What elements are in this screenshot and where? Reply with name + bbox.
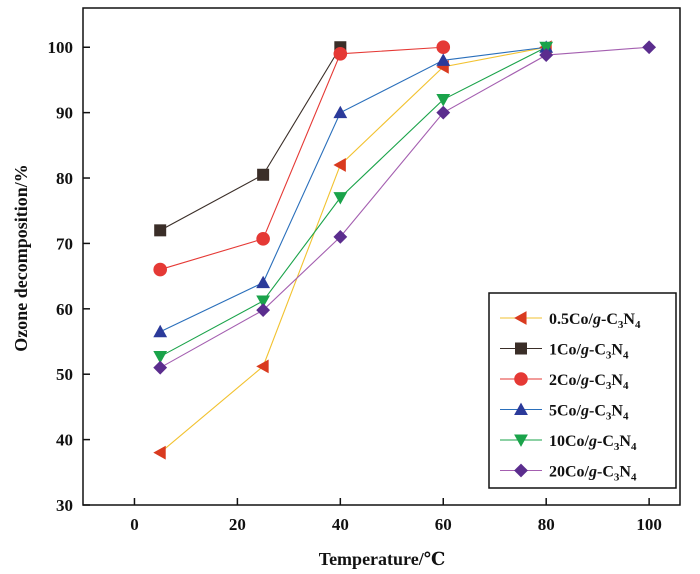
y-tick-label: 90 — [56, 104, 73, 123]
data-point — [154, 224, 167, 237]
y-tick-label: 40 — [56, 431, 73, 450]
legend-marker — [514, 402, 528, 416]
legend-label: 0.5Co/g-C3N4 — [549, 311, 641, 331]
legend-marker — [514, 311, 527, 325]
series-line — [159, 46, 547, 333]
data-point — [153, 360, 168, 375]
data-point — [256, 275, 271, 289]
y-tick-label: 100 — [48, 38, 74, 57]
data-point — [436, 53, 451, 66]
data-point — [436, 94, 451, 107]
y-tick-label: 30 — [56, 496, 73, 515]
data-point — [256, 303, 271, 318]
data-point — [153, 445, 166, 460]
x-tick-label: 0 — [130, 515, 139, 534]
series-line — [160, 46, 444, 271]
series-line — [159, 46, 650, 369]
series-layer — [153, 40, 657, 460]
legend-entry: 1Co/g-C3N4 — [500, 342, 629, 362]
x-axis: 0 20 40 60 80 100 — [130, 498, 662, 534]
series-6-markers — [153, 40, 657, 375]
y-tick-label: 50 — [56, 365, 73, 384]
y-tick-label: 60 — [56, 300, 73, 319]
legend-entry: 10Co/g-C3N4 — [500, 433, 637, 453]
legend-entry: 0.5Co/g-C3N4 — [500, 311, 641, 331]
series-6 — [159, 46, 650, 369]
series-line — [159, 46, 341, 231]
series-2 — [159, 46, 341, 231]
x-tick-label: 40 — [332, 515, 349, 534]
x-tick-label: 80 — [538, 515, 555, 534]
data-point — [256, 232, 270, 246]
x-tick-label: 20 — [229, 515, 246, 534]
legend-label: 5Co/g-C3N4 — [549, 403, 629, 423]
legend-entry: 20Co/g-C3N4 — [500, 464, 637, 484]
data-point — [256, 359, 269, 374]
series-4 — [159, 46, 547, 333]
plot-frame — [82, 7, 681, 506]
series-3-markers — [153, 40, 451, 277]
legend-label: 1Co/g-C3N4 — [549, 342, 629, 362]
data-point — [333, 158, 346, 172]
series-3 — [160, 46, 444, 271]
legend-marker — [515, 342, 527, 355]
data-point — [153, 351, 168, 364]
data-point — [153, 324, 168, 338]
legend-marker — [514, 434, 528, 447]
legend-label: 2Co/g-C3N4 — [549, 372, 629, 392]
data-point — [333, 229, 348, 244]
data-point — [333, 46, 348, 61]
legend-marker — [514, 463, 528, 478]
y-tick-label: 80 — [56, 169, 73, 188]
data-point — [436, 105, 451, 120]
series-2-markers — [154, 41, 347, 237]
y-tick-label: 70 — [56, 234, 73, 253]
legend-label: 20Co/g-C3N4 — [549, 464, 637, 484]
legend-label: 10Co/g-C3N4 — [549, 433, 637, 453]
legend-marker — [514, 372, 528, 386]
legend-entry: 2Co/g-C3N4 — [500, 372, 629, 392]
legend: 0.5Co/g-C3N4 1Co/g-C3N4 2Co/g-C3N4 5Co/g-C3… — [488, 292, 677, 489]
series-5-markers — [153, 41, 554, 364]
y-axis-title: Ozone decomposition/% — [11, 164, 31, 352]
x-tick-label: 60 — [435, 515, 452, 534]
data-point — [257, 168, 270, 181]
data-point — [153, 262, 167, 277]
x-axis-title: Temperature/℃ — [319, 549, 446, 569]
legend-box — [488, 292, 677, 489]
legend-entry: 5Co/g-C3N4 — [500, 403, 629, 423]
x-tick-label: 100 — [636, 515, 662, 534]
data-point — [333, 105, 348, 119]
data-point — [539, 41, 554, 55]
data-point — [333, 192, 348, 205]
data-point — [256, 295, 271, 308]
y-axis: 30 40 50 60 70 80 90 100 — [48, 38, 90, 515]
data-point — [436, 40, 451, 55]
data-point — [642, 40, 657, 55]
data-point — [539, 48, 554, 62]
